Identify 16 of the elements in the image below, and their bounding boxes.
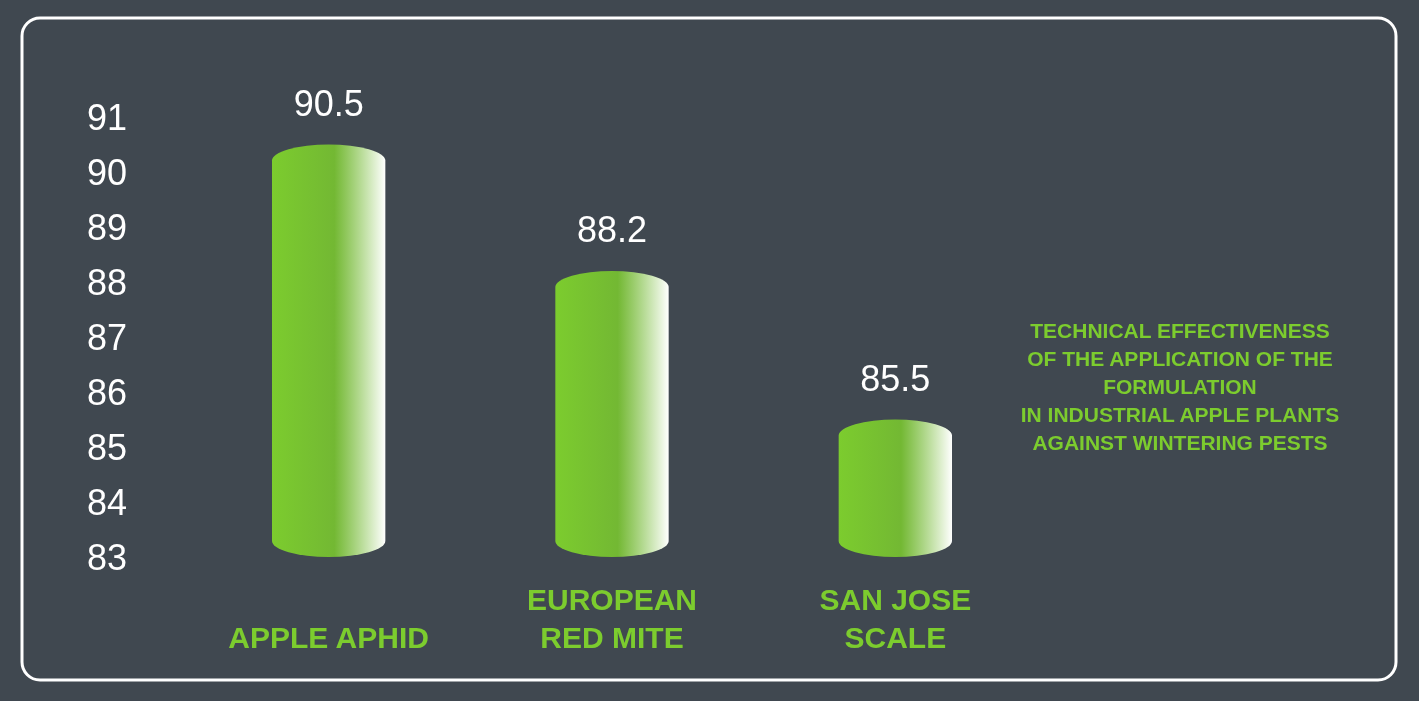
y-tick-label: 83 <box>86 536 128 578</box>
y-tick-label: 89 <box>86 206 128 248</box>
text: TECHNICAL EFFECTIVENESS OF THE APPLICATION OF THE FORMULATION IN INDUSTRIAL APPLE PLANTS AGAINST WINTERING PESTS <box>1020 319 1340 454</box>
y-tick-label: 86 <box>86 371 128 413</box>
y-tick-label: 88 <box>86 261 128 303</box>
x-tick-label: EUROPEAN RED MITE <box>526 583 698 654</box>
x-tick-label: APPLE APHID <box>228 621 429 654</box>
x-tick-label: SAN JOSE SCALE <box>819 583 972 654</box>
y-tick-label: 85 <box>86 426 128 468</box>
data-label: 90.5 <box>293 82 364 124</box>
y-tick-label: 84 <box>86 481 128 523</box>
data-label: 85.5 <box>860 357 931 399</box>
y-tick-label: 91 <box>86 96 128 138</box>
y-tick-label: 90 <box>86 151 128 193</box>
y-tick-label: 87 <box>86 316 128 358</box>
data-label: 88.2 <box>576 209 648 250</box>
